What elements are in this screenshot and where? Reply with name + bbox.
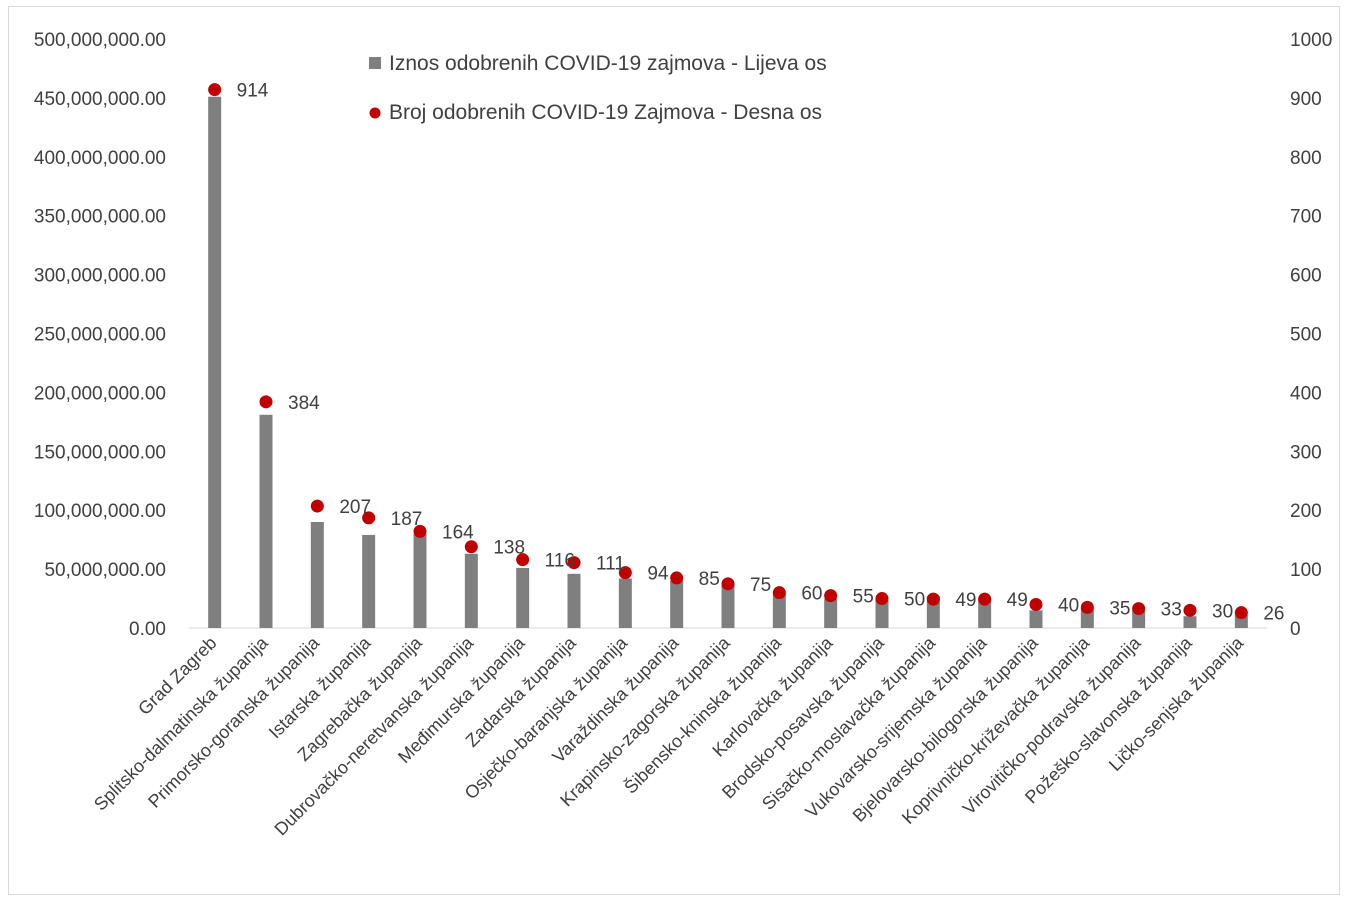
dot (875, 592, 889, 606)
chart-frame: Iznos odobrenih COVID-19 zajmova - Lijev… (8, 6, 1340, 895)
y-right-tick-label: 1000 (1290, 30, 1332, 51)
y-left-tick-label: 50,000,000.00 (44, 560, 166, 581)
dot (670, 571, 684, 585)
data-label: 55 (853, 587, 874, 608)
y-left-tick-label: 300,000,000.00 (34, 266, 166, 287)
y-left-tick-label: 0.00 (129, 619, 166, 640)
y-right-tick-label: 600 (1290, 266, 1322, 287)
data-label: 187 (391, 509, 423, 530)
data-label: 40 (1058, 595, 1079, 616)
bar (1183, 616, 1197, 628)
y-right-tick-label: 200 (1290, 501, 1322, 522)
dot (978, 592, 992, 606)
legend-dot-swatch (369, 107, 381, 119)
axes: 0.00 50,000,000.00 100,000,000.00 150,000,0… (34, 30, 1332, 640)
bars (208, 96, 1248, 629)
dot (1080, 600, 1094, 614)
dot (1183, 603, 1197, 617)
bar (567, 573, 581, 628)
y-left-tick-label: 200,000,000.00 (34, 383, 166, 404)
bar (208, 96, 222, 629)
dot (926, 592, 940, 606)
bar (875, 599, 889, 628)
y-right-tick-label: 700 (1290, 207, 1322, 228)
bar (1029, 610, 1043, 628)
chart-svg: Iznos odobrenih COVID-19 zajmova - Lijev… (34, 30, 1332, 839)
data-label: 111 (596, 554, 625, 575)
data-label: 26 (1263, 604, 1284, 625)
data-label: 35 (1109, 598, 1130, 619)
legend-bar-label: Iznos odobrenih COVID-19 zajmova - Lijev… (389, 52, 827, 75)
dot (721, 577, 735, 591)
bar (618, 578, 632, 628)
bar (413, 533, 427, 628)
y-right-tick-label: 500 (1290, 325, 1322, 346)
data-label: 207 (339, 497, 371, 518)
data-label: 164 (442, 522, 474, 543)
y-left-tick-label: 100,000,000.00 (34, 501, 166, 522)
data-label: 50 (904, 590, 925, 611)
bar (772, 593, 786, 628)
dot (1234, 606, 1248, 620)
data-label: 94 (647, 564, 669, 585)
legend-bar-swatch (369, 57, 381, 69)
bar (259, 414, 273, 628)
dot (464, 540, 478, 554)
bar (1132, 610, 1146, 628)
bar (670, 580, 684, 628)
dot (824, 589, 838, 603)
y-right-tick-label: 0 (1290, 619, 1301, 640)
legend: Iznos odobrenih COVID-19 zajmova - Lijev… (369, 52, 827, 124)
bar (464, 553, 478, 628)
dot (259, 395, 273, 409)
y-left-tick-label: 400,000,000.00 (34, 148, 166, 169)
x-tick-label: Koprivničko-križevačka županija (898, 632, 1094, 828)
data-label: 49 (1007, 590, 1028, 611)
dot (208, 83, 222, 97)
y-left-tick-label: 500,000,000.00 (34, 30, 166, 51)
y-right-tick-label: 800 (1290, 148, 1322, 169)
data-label: 30 (1212, 601, 1233, 622)
data-label: 116 (545, 551, 575, 572)
bar (516, 567, 530, 628)
data-label: 33 (1161, 600, 1182, 621)
y-left-tick-label: 150,000,000.00 (34, 442, 166, 463)
dot (516, 553, 530, 567)
x-tick-label: Bjelovarsko-bilogorska županija (849, 632, 1043, 826)
data-label: 60 (801, 584, 822, 605)
dot (618, 566, 632, 580)
y-right-tick-label: 300 (1290, 442, 1322, 463)
data-label: 914 (237, 81, 269, 102)
bar (721, 585, 735, 628)
bar (310, 521, 324, 628)
y-right-tick-label: 400 (1290, 383, 1322, 404)
data-label: 138 (493, 538, 525, 559)
y-left-tick-label: 250,000,000.00 (34, 325, 166, 346)
y-right-tick-label: 100 (1290, 560, 1322, 581)
bar (362, 534, 376, 628)
data-label: 85 (699, 569, 720, 590)
dot (1132, 602, 1146, 616)
dot (1029, 597, 1043, 611)
dot (413, 524, 427, 538)
dots (208, 83, 1248, 620)
data-label: 49 (955, 590, 976, 611)
dot (772, 586, 786, 600)
dot (310, 499, 324, 513)
bar (824, 598, 838, 628)
data-label: 75 (750, 575, 771, 596)
legend-dot-label: Broj odobrenih COVID-19 Zajmova - Desna … (389, 101, 822, 124)
y-right-tick-label: 900 (1290, 89, 1322, 110)
dot (567, 556, 581, 570)
data-labels: 914 384 207 187 164 138 116 111 94 85 75 60 55 50 49 49… (237, 81, 1285, 625)
bar (978, 598, 992, 628)
dot (362, 511, 376, 525)
y-left-tick-label: 450,000,000.00 (34, 89, 166, 110)
data-label: 384 (288, 393, 320, 414)
y-left-tick-label: 350,000,000.00 (34, 207, 166, 228)
